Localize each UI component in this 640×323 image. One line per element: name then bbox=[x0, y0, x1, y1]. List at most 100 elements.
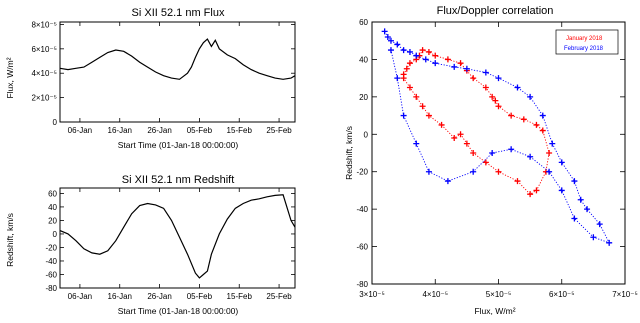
x-tick-label: 6×10⁻⁵ bbox=[549, 290, 575, 299]
redshift-series-line bbox=[59, 194, 296, 279]
scatter-point bbox=[463, 140, 470, 147]
flux-x-axis-label: Start Time (01-Jan-18 00:00:00) bbox=[118, 140, 239, 150]
scatter-point bbox=[539, 112, 546, 119]
y-tick-label: -80 bbox=[356, 280, 368, 289]
scatter-connector-line bbox=[403, 49, 550, 195]
flux-series-line bbox=[59, 38, 296, 80]
scatter-point bbox=[482, 69, 489, 76]
scatter-point bbox=[508, 112, 515, 119]
scatter-point bbox=[482, 159, 489, 166]
flux-chart-title: Si XII 52.1 nm Flux bbox=[132, 7, 225, 19]
scatter-point bbox=[463, 65, 470, 72]
flux-y-axis-label: Flux, W/m² bbox=[5, 57, 15, 98]
x-tick-label: 16-Jan bbox=[108, 126, 132, 135]
scatter-point bbox=[596, 221, 603, 228]
scatter-point bbox=[403, 65, 410, 72]
scatter-point bbox=[527, 93, 534, 100]
x-tick-label: 25-Feb bbox=[266, 126, 292, 135]
scatter-point bbox=[527, 191, 534, 198]
flux-plot-frame bbox=[59, 21, 296, 123]
scatter-point bbox=[384, 33, 391, 40]
y-tick-label: 0 bbox=[364, 130, 369, 139]
scatter-point bbox=[546, 168, 553, 175]
scatter-point bbox=[406, 84, 413, 91]
scatter-point bbox=[571, 215, 578, 222]
scatter-point bbox=[413, 140, 420, 147]
scatter-point bbox=[489, 93, 496, 100]
scatter-point bbox=[444, 56, 451, 63]
scatter-point bbox=[457, 60, 464, 67]
y-tick-label: 4×10⁻⁵ bbox=[31, 69, 57, 78]
x-tick-label: 26-Jan bbox=[147, 292, 171, 301]
scatter-point bbox=[577, 196, 584, 203]
y-tick-label: -40 bbox=[45, 257, 57, 266]
x-tick-label: 3×10⁻⁵ bbox=[359, 290, 385, 299]
legend-box bbox=[555, 29, 619, 55]
y-tick-label: -40 bbox=[356, 205, 368, 214]
scatter-point bbox=[419, 103, 426, 110]
scatter-chart-title: Flux/Doppler correlation bbox=[437, 5, 554, 17]
scatter-point bbox=[520, 116, 527, 123]
y-tick-label: -80 bbox=[45, 284, 57, 293]
redshift-plot-frame bbox=[59, 187, 296, 289]
scatter-point bbox=[406, 60, 413, 67]
scatter-point bbox=[394, 75, 401, 82]
scatter-point bbox=[533, 121, 540, 128]
scatter-point bbox=[482, 84, 489, 91]
scatter-point bbox=[492, 97, 499, 104]
scatter-point bbox=[422, 56, 429, 63]
redshift-time-series-panel: Si XII 52.1 nm Redshift Start Time (01-J… bbox=[5, 174, 296, 316]
x-tick-label: 26-Jan bbox=[147, 126, 171, 135]
scatter-connector-line bbox=[384, 31, 611, 244]
redshift-x-axis-label: Start Time (01-Jan-18 00:00:00) bbox=[118, 306, 239, 316]
scatter-point bbox=[451, 63, 458, 70]
y-tick-label: 60 bbox=[48, 189, 57, 198]
scatter-point bbox=[527, 153, 534, 160]
scatter-point bbox=[558, 159, 565, 166]
scatter-point bbox=[495, 168, 502, 175]
scatter-point bbox=[533, 187, 540, 194]
scatter-point bbox=[413, 93, 420, 100]
scatter-point bbox=[470, 75, 477, 82]
y-tick-label: -20 bbox=[356, 168, 368, 177]
scatter-point bbox=[387, 47, 394, 54]
redshift-y-axis-label: Redshift, km/s bbox=[5, 213, 15, 267]
scatter-point bbox=[495, 103, 502, 110]
scatter-legend: January 2018 February 2018 bbox=[555, 29, 619, 55]
legend-entry-january: January 2018 bbox=[566, 36, 603, 42]
scatter-point bbox=[571, 178, 578, 185]
y-tick-label: 0 bbox=[53, 118, 58, 127]
scatter-point bbox=[425, 112, 432, 119]
scatter-point bbox=[451, 135, 458, 142]
scatter-point bbox=[549, 140, 556, 147]
x-tick-label: 5×10⁻⁵ bbox=[486, 290, 512, 299]
y-tick-label: 2×10⁻⁵ bbox=[31, 94, 57, 103]
y-tick-label: 6×10⁻⁵ bbox=[31, 45, 57, 54]
x-tick-label: 05-Feb bbox=[187, 126, 213, 135]
x-tick-label: 7×10⁻⁵ bbox=[612, 290, 638, 299]
scatter-point bbox=[508, 146, 515, 153]
x-tick-label: 06-Jan bbox=[68, 126, 92, 135]
scatter-point bbox=[514, 84, 521, 91]
scatter-point bbox=[394, 41, 401, 48]
y-tick-label: 0 bbox=[53, 230, 58, 239]
y-tick-label: -60 bbox=[356, 243, 368, 252]
scatter-point bbox=[400, 47, 407, 54]
scatter-point bbox=[546, 150, 553, 156]
scatter-point bbox=[387, 37, 394, 44]
x-tick-label: 05-Feb bbox=[187, 292, 213, 301]
x-tick-label: 4×10⁻⁵ bbox=[422, 290, 448, 299]
scatter-point bbox=[400, 75, 407, 82]
scatter-point bbox=[400, 112, 407, 119]
y-tick-label: 40 bbox=[48, 203, 57, 212]
x-tick-label: 06-Jan bbox=[68, 292, 92, 301]
scatter-point bbox=[489, 150, 496, 156]
y-tick-label: -60 bbox=[45, 270, 57, 279]
scatter-point bbox=[539, 127, 546, 134]
scatter-series-february bbox=[381, 28, 613, 246]
scatter-point bbox=[381, 28, 388, 35]
scatter-point bbox=[444, 178, 451, 185]
scatter-point bbox=[419, 47, 426, 54]
scatter-point bbox=[514, 178, 521, 185]
